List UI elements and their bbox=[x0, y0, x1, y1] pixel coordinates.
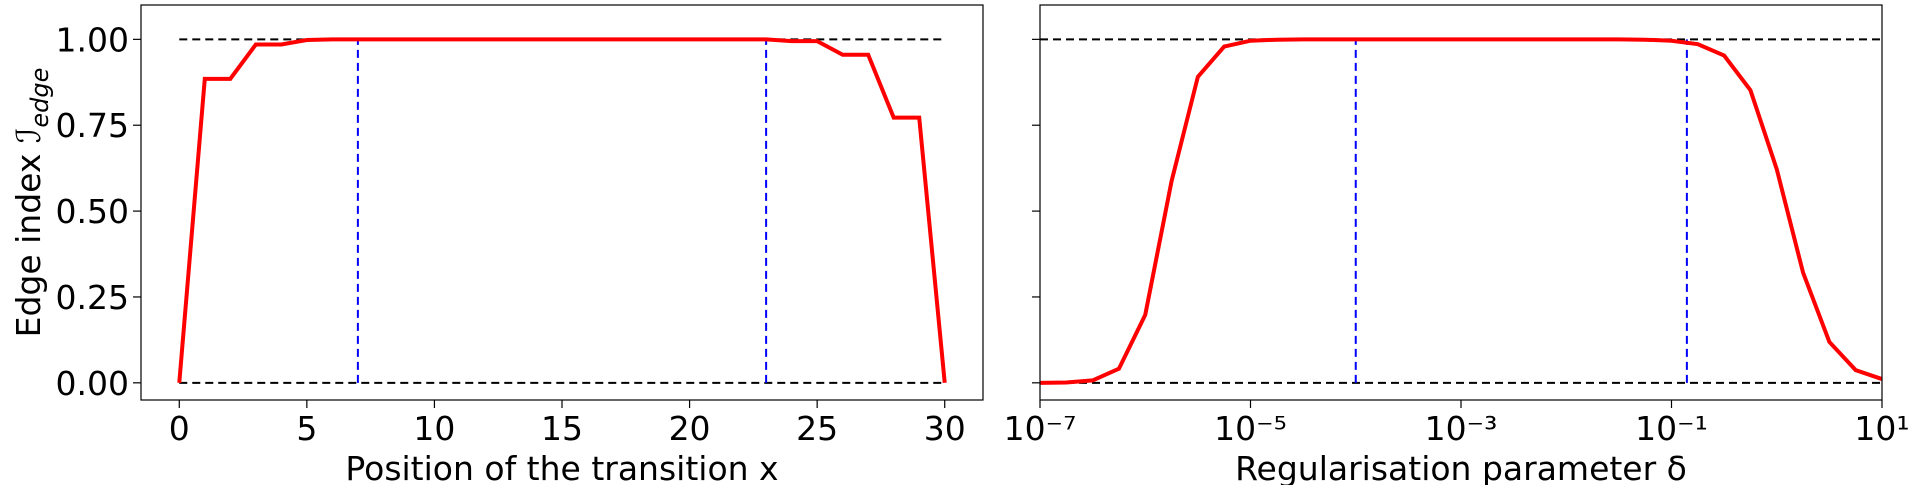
x-axis-label: Position of the transition x bbox=[345, 449, 778, 485]
y-tick-label: 0.25 bbox=[56, 278, 129, 317]
x-tick-label: 0 bbox=[169, 409, 190, 448]
plot-frame bbox=[140, 4, 984, 401]
y-axis-label: Edge index ℐedge bbox=[9, 68, 54, 338]
data-line bbox=[177, 37, 947, 384]
x-tick-label: 20 bbox=[669, 409, 711, 448]
x-tick-label: 10⁻⁷ bbox=[1004, 409, 1077, 448]
y-axis-label-text: Edge index bbox=[9, 143, 48, 337]
x-axis-label: Regularisation parameter δ bbox=[1235, 449, 1687, 485]
y-tick-label: 0.50 bbox=[56, 192, 129, 231]
x-tick-label: 10¹ bbox=[1854, 409, 1909, 448]
y-axis-label-symbol: ℐ bbox=[9, 128, 48, 144]
x-tick-label: 10⁻¹ bbox=[1635, 409, 1708, 448]
x-tick-label: 10⁻³ bbox=[1425, 409, 1498, 448]
x-tick-label: 25 bbox=[796, 409, 838, 448]
x-tick-label: 10 bbox=[413, 409, 455, 448]
y-tick-label: 0.00 bbox=[56, 364, 129, 403]
y-tick-label: 0.75 bbox=[56, 106, 129, 145]
x-tick-label: 15 bbox=[541, 409, 583, 448]
x-tick-label: 10⁻⁵ bbox=[1214, 409, 1287, 448]
y-tick-label: 1.00 bbox=[56, 20, 129, 59]
y-axis-label-subscript: edge bbox=[26, 68, 54, 128]
x-tick-label: 30 bbox=[924, 409, 966, 448]
x-tick-label: 5 bbox=[296, 409, 317, 448]
data-line bbox=[1039, 37, 1883, 385]
